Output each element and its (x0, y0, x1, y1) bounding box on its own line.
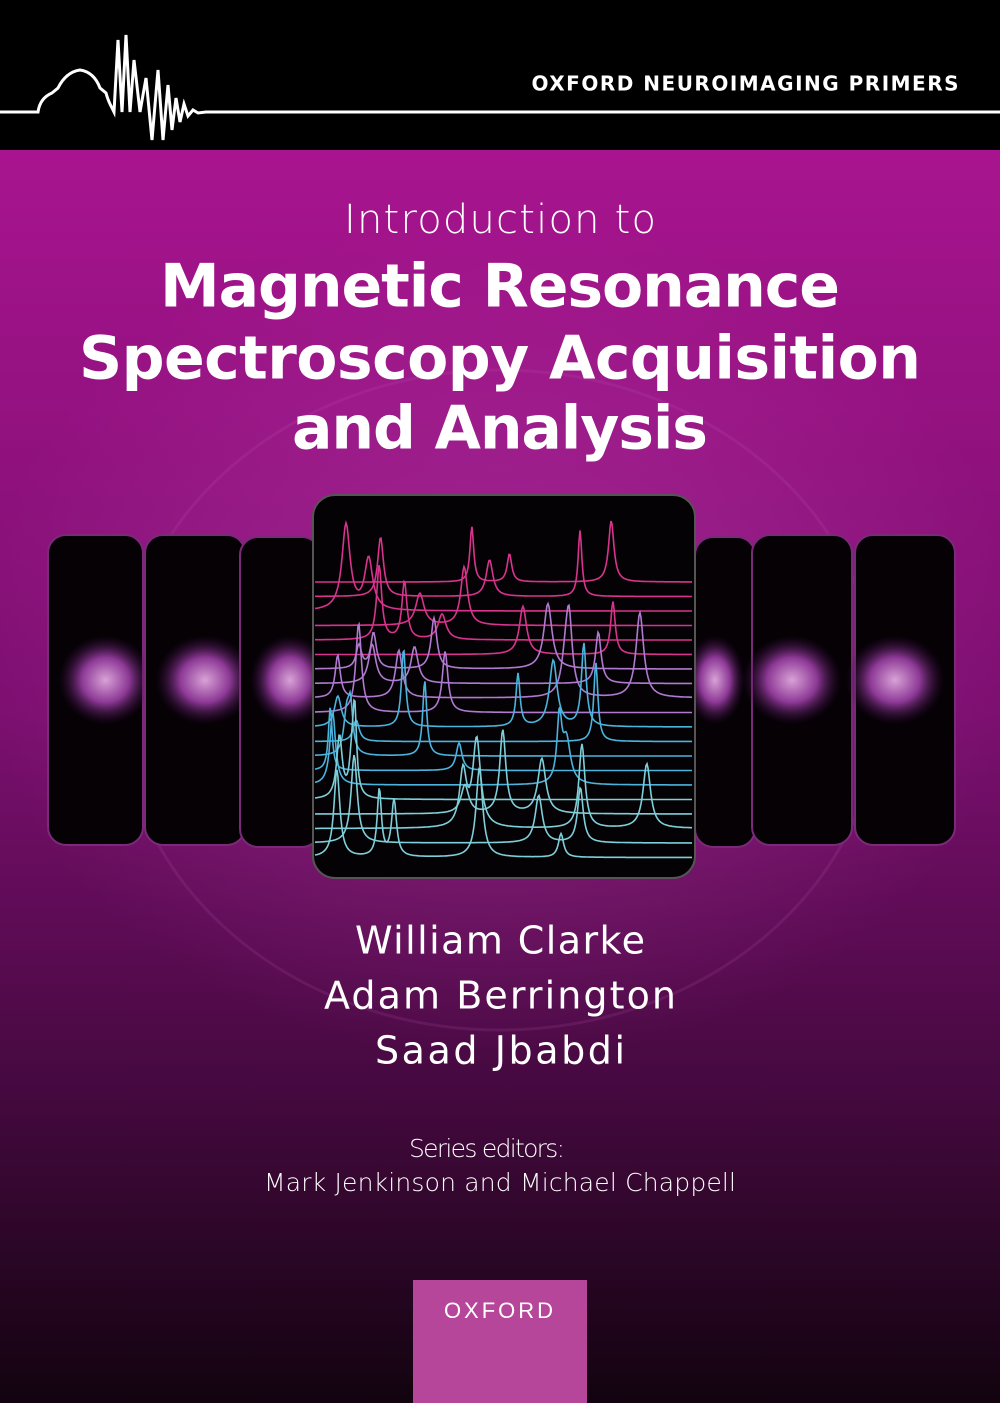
brain-image (685, 635, 745, 725)
title-line: Magnetic Resonance (160, 252, 840, 322)
publisher-logo: OXFORD (444, 1298, 556, 1323)
spectrum-trace (315, 735, 692, 830)
spectrum-trace (314, 704, 692, 786)
image-panels (47, 494, 956, 879)
brain-image (155, 635, 255, 725)
spectrum-trace (315, 564, 692, 627)
spectrum-trace (315, 564, 692, 641)
title-line: Spectroscopy Acquisition (79, 324, 921, 394)
spectrum-trace (314, 767, 692, 859)
brain-image (58, 635, 153, 725)
brain-image (845, 635, 945, 725)
spectra-panel (312, 494, 696, 879)
title-line: and Analysis (292, 394, 708, 464)
spectrum-trace (314, 520, 692, 612)
spectrum-trace (314, 642, 693, 728)
publisher-logo-box (413, 1280, 587, 1403)
title-intro: Introduction to (344, 197, 656, 243)
spectrum-trace (315, 754, 692, 844)
author: Saad Jbabdi (375, 1029, 625, 1073)
spectrum-trace (314, 707, 692, 772)
author: William Clarke (355, 919, 645, 963)
spectrum-trace (315, 530, 692, 598)
spectrum-trace (315, 621, 692, 714)
editors-names: Mark Jenkinson and Michael Chappell (264, 1168, 736, 1197)
header-band (0, 0, 1000, 150)
brain-image (250, 635, 330, 725)
brain-image (742, 635, 842, 725)
spectrum-trace (314, 603, 692, 699)
author: Adam Berrington (324, 974, 676, 1018)
spectrum-trace (315, 681, 692, 757)
spectrum-trace (315, 601, 692, 670)
header-waveform (0, 34, 1000, 141)
editors-label: Series editors: (409, 1134, 565, 1163)
series-name: OXFORD NEUROIMAGING PRIMERS (531, 72, 960, 96)
